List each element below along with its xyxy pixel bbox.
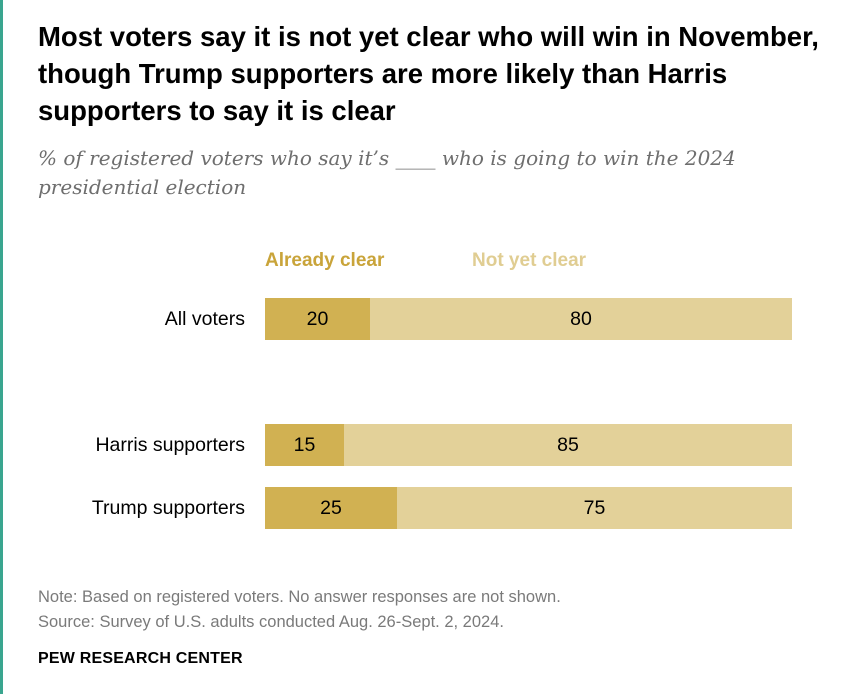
data-label: 75 [583,496,606,519]
note-text: Note: Based on registered voters. No ans… [38,588,561,606]
bar-trump-supporters-not-yet-clear: 75 [397,487,792,529]
row-label-harris-supporters: Harris supporters [95,434,245,456]
bar-harris-supporters-already-clear: 15 [265,424,344,466]
row-label-all-voters: All voters [164,308,245,330]
data-label: 20 [306,307,329,330]
left-accent-rule [0,0,3,694]
source-text: Source: Survey of U.S. adults conducted … [38,613,504,631]
data-label: 15 [293,433,316,456]
bar-all-voters-already-clear: 20 [265,298,370,340]
legend-already-clear: Already clear [265,250,385,271]
data-label: 80 [570,307,592,330]
chart-title: Most voters say it is not yet clear who … [38,21,819,126]
bar-harris-supporters-not-yet-clear: 85 [344,424,792,466]
bar-trump-supporters-already-clear: 25 [265,487,397,529]
row-label-trump-supporters: Trump supporters [91,497,245,519]
data-label: 85 [557,433,579,456]
data-label: 25 [320,496,342,519]
pew-research-center-logo: PEW RESEARCH CENTER [38,650,243,667]
chart-subtitle: % of registered voters who say it’s ____… [38,146,736,199]
bar-all-voters-not-yet-clear: 80 [370,298,792,340]
legend-not-yet-clear: Not yet clear [472,250,587,271]
